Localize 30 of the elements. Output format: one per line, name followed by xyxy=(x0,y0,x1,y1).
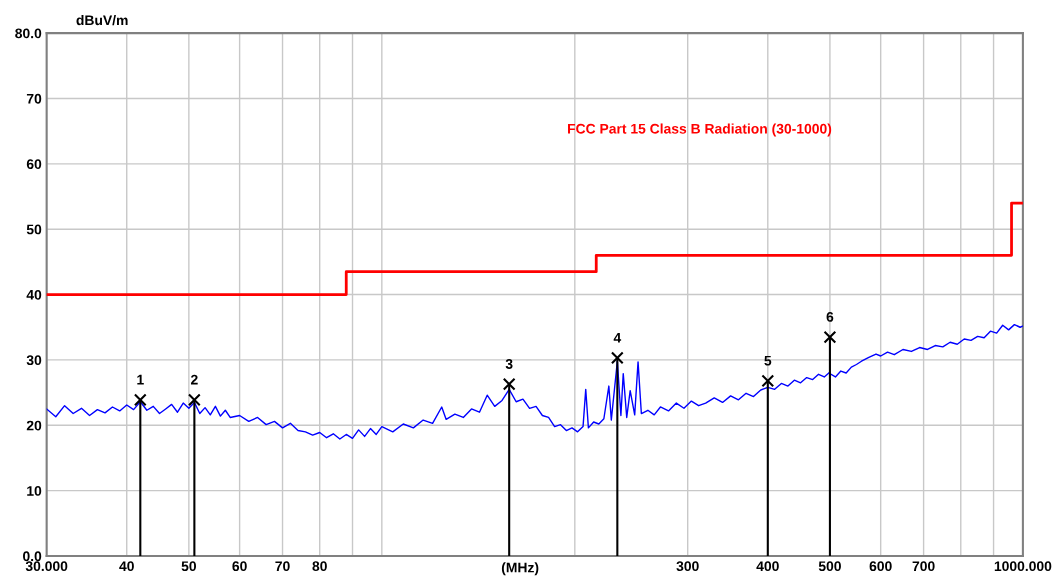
annotation: 6 xyxy=(826,311,834,322)
y-tick-label: 40 xyxy=(26,289,42,300)
x-tick-label: 40 xyxy=(119,561,134,572)
y-tick-label: 0.0 xyxy=(23,551,42,562)
x-tick-label: 30.000 xyxy=(25,561,68,572)
y-tick-label: 10 xyxy=(27,485,42,496)
x-tick-label: 600 xyxy=(869,561,892,572)
x-tick-label: 80 xyxy=(312,561,327,572)
annotation: 1 xyxy=(137,374,144,385)
x-tick-label: 60 xyxy=(232,561,247,572)
annotation: 2 xyxy=(190,374,198,385)
y-tick-label: 50 xyxy=(26,224,42,235)
x-tick-label: 50 xyxy=(181,561,197,572)
x-tick-label: 700 xyxy=(912,561,935,572)
x-tick-label: 70 xyxy=(275,561,290,572)
annotation: 4 xyxy=(613,333,622,343)
annotation: 3 xyxy=(505,359,513,369)
y-tick-label: 20 xyxy=(26,420,42,431)
y-tick-label: 80.0 xyxy=(15,28,42,39)
text: FCC Part 15 Class B Radiation (30-1000) xyxy=(568,123,832,137)
x-tick-label: 300 xyxy=(676,561,699,572)
y-tick-label: 70 xyxy=(26,93,42,104)
annotation: 5 xyxy=(764,355,772,366)
y-axis-title: dBuV/m xyxy=(76,14,128,26)
y-tick-label: 30 xyxy=(26,355,42,366)
x-tick-label: 400 xyxy=(756,561,779,572)
x-tick-label: 1000.000 xyxy=(994,561,1052,572)
x-axis-title: (MHz) xyxy=(501,562,539,576)
y-tick-label: 60 xyxy=(26,159,42,170)
x-tick-label: 500 xyxy=(818,561,841,572)
